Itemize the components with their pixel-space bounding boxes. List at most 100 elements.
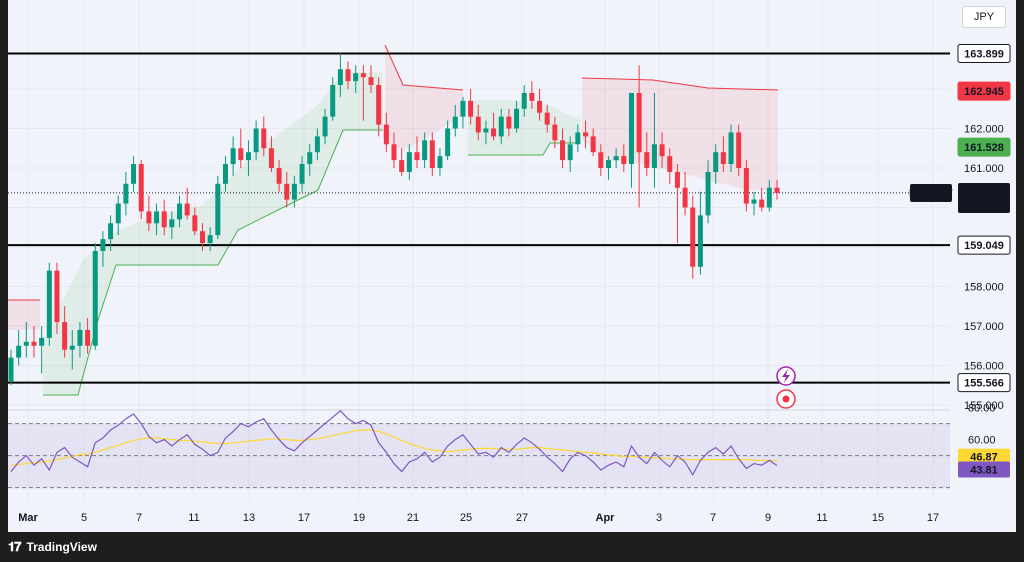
candle-body[interactable] bbox=[483, 128, 489, 133]
candle-body[interactable] bbox=[230, 148, 236, 165]
candle-body[interactable] bbox=[215, 183, 221, 236]
candle-body[interactable] bbox=[383, 124, 389, 145]
candle-body[interactable] bbox=[154, 211, 160, 224]
chart-frame[interactable]: 155.000 156.000 157.000 158.000 161.000 162.0… bbox=[8, 0, 1016, 532]
candle-body[interactable] bbox=[552, 124, 558, 141]
candle-body[interactable] bbox=[23, 341, 29, 346]
candle-body[interactable] bbox=[92, 250, 98, 346]
candle-body[interactable] bbox=[222, 164, 228, 184]
candle-body[interactable] bbox=[200, 231, 205, 244]
candle-body[interactable] bbox=[613, 156, 619, 161]
candle-body[interactable] bbox=[284, 183, 290, 200]
candle-body[interactable] bbox=[391, 144, 397, 161]
candle-body[interactable] bbox=[774, 187, 780, 193]
candle-body[interactable] bbox=[452, 116, 458, 129]
candle-body[interactable] bbox=[491, 128, 497, 137]
candle-body[interactable] bbox=[475, 116, 481, 133]
candle-body[interactable] bbox=[261, 128, 267, 149]
candle-body[interactable] bbox=[31, 341, 37, 346]
candles[interactable] bbox=[8, 53, 780, 386]
candle-body[interactable] bbox=[759, 199, 765, 208]
candle-body[interactable] bbox=[445, 128, 451, 157]
candle-body[interactable] bbox=[422, 140, 428, 161]
candle-body[interactable] bbox=[108, 223, 114, 240]
candle-body[interactable] bbox=[682, 187, 688, 208]
candle-body[interactable] bbox=[353, 73, 359, 82]
candle-body[interactable] bbox=[192, 215, 198, 232]
candle-body[interactable] bbox=[583, 132, 588, 137]
candle-body[interactable] bbox=[245, 152, 251, 161]
candle-body[interactable] bbox=[674, 171, 680, 188]
candle-body[interactable] bbox=[529, 92, 535, 101]
candle-body[interactable] bbox=[337, 69, 343, 86]
candle-body[interactable] bbox=[184, 203, 190, 216]
candle-body[interactable] bbox=[345, 69, 351, 82]
candle-body[interactable] bbox=[39, 337, 45, 346]
candle-body[interactable] bbox=[429, 140, 435, 168]
candle-body[interactable] bbox=[713, 152, 719, 172]
candle-body[interactable] bbox=[169, 219, 175, 228]
candle-body[interactable] bbox=[276, 168, 282, 184]
candle-body[interactable] bbox=[123, 183, 129, 204]
candle-body[interactable] bbox=[537, 100, 543, 113]
candle-body[interactable] bbox=[291, 183, 297, 200]
candle-body[interactable] bbox=[506, 116, 512, 129]
candle-body[interactable] bbox=[268, 148, 274, 168]
candle-body[interactable] bbox=[468, 100, 474, 117]
candle-body[interactable] bbox=[567, 144, 573, 161]
candle-body[interactable] bbox=[667, 156, 673, 172]
candle-body[interactable] bbox=[8, 357, 14, 382]
candle-body[interactable] bbox=[161, 211, 167, 228]
candle-body[interactable] bbox=[598, 152, 604, 168]
candle-body[interactable] bbox=[590, 136, 596, 153]
candle-body[interactable] bbox=[46, 270, 52, 338]
candle-body[interactable] bbox=[100, 239, 106, 251]
candle-body[interactable] bbox=[146, 211, 152, 224]
candle-body[interactable] bbox=[720, 152, 726, 165]
candle-body[interactable] bbox=[705, 171, 711, 216]
price-axis[interactable]: 155.000 156.000 157.000 158.000 161.000 162.0… bbox=[964, 124, 1004, 413]
time-axis[interactable]: Mar 5 7 11 13 17 19 21 25 27 Apr 3 7 9 11 15 17 bbox=[18, 512, 939, 524]
candle-body[interactable] bbox=[54, 270, 60, 323]
candle-body[interactable] bbox=[238, 148, 244, 161]
candle-body[interactable] bbox=[85, 329, 91, 346]
candle-body[interactable] bbox=[376, 85, 382, 125]
candle-body[interactable] bbox=[62, 322, 68, 350]
candle-body[interactable] bbox=[77, 329, 83, 346]
candle-body[interactable] bbox=[414, 152, 420, 161]
candle-body[interactable] bbox=[659, 144, 665, 157]
candle-body[interactable] bbox=[498, 116, 504, 137]
candle-body[interactable] bbox=[115, 203, 121, 224]
candle-body[interactable] bbox=[360, 73, 366, 78]
candle-body[interactable] bbox=[16, 345, 22, 358]
candle-body[interactable] bbox=[690, 207, 696, 267]
candle-body[interactable] bbox=[628, 92, 634, 165]
candle-body[interactable] bbox=[253, 128, 259, 153]
candle-body[interactable] bbox=[460, 100, 466, 117]
candle-body[interactable] bbox=[322, 116, 328, 137]
candle-body[interactable] bbox=[138, 164, 144, 212]
candle-body[interactable] bbox=[307, 152, 313, 165]
candle-body[interactable] bbox=[697, 215, 703, 267]
candle-body[interactable] bbox=[207, 235, 213, 244]
candle-body[interactable] bbox=[728, 132, 734, 165]
candle-body[interactable] bbox=[560, 140, 566, 161]
candle-body[interactable] bbox=[605, 160, 611, 168]
candle-body[interactable] bbox=[651, 144, 657, 168]
candle-body[interactable] bbox=[544, 112, 550, 125]
candle-body[interactable] bbox=[736, 132, 742, 168]
candle-body[interactable] bbox=[644, 152, 650, 168]
candle-body[interactable] bbox=[521, 92, 527, 109]
chart-icons[interactable] bbox=[776, 366, 796, 409]
candle-body[interactable] bbox=[314, 136, 320, 153]
chart-canvas[interactable]: 155.000 156.000 157.000 158.000 161.000 162.0… bbox=[8, 0, 1016, 532]
candle-body[interactable] bbox=[406, 152, 412, 172]
candle-body[interactable] bbox=[69, 345, 75, 350]
candle-body[interactable] bbox=[131, 164, 137, 184]
candle-body[interactable] bbox=[621, 156, 627, 165]
candle-body[interactable] bbox=[368, 77, 374, 86]
candle-body[interactable] bbox=[437, 156, 443, 168]
candle-body[interactable] bbox=[575, 132, 581, 145]
candle-body[interactable] bbox=[399, 160, 405, 172]
candle-body[interactable] bbox=[751, 199, 757, 204]
